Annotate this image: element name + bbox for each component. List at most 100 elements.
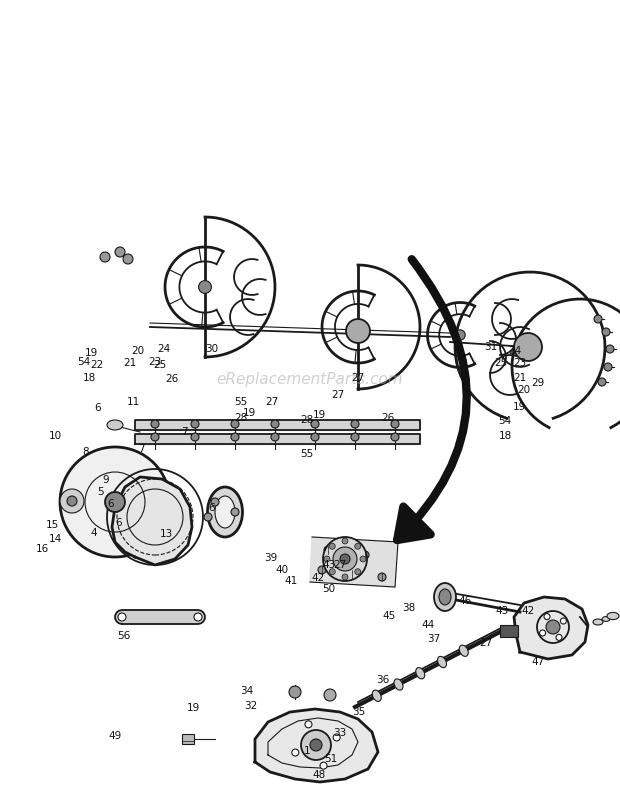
Circle shape — [455, 330, 465, 341]
Circle shape — [231, 420, 239, 428]
Circle shape — [352, 321, 364, 332]
Text: 25: 25 — [153, 360, 167, 370]
Text: 28: 28 — [234, 413, 247, 423]
Circle shape — [318, 566, 326, 574]
Circle shape — [333, 547, 357, 571]
Text: 41: 41 — [285, 576, 298, 586]
Ellipse shape — [215, 496, 235, 528]
Circle shape — [60, 489, 84, 513]
Circle shape — [198, 281, 211, 294]
Text: 14: 14 — [49, 534, 63, 544]
Circle shape — [329, 569, 335, 575]
Circle shape — [60, 447, 170, 557]
Circle shape — [320, 762, 327, 769]
Circle shape — [231, 508, 239, 516]
Circle shape — [292, 749, 299, 756]
Circle shape — [346, 319, 370, 343]
Text: 10: 10 — [49, 431, 63, 441]
Text: 24: 24 — [157, 345, 171, 354]
Text: 34: 34 — [240, 686, 254, 696]
Circle shape — [355, 543, 361, 550]
Text: 42: 42 — [521, 606, 535, 616]
Circle shape — [351, 420, 359, 428]
Circle shape — [598, 378, 606, 386]
Text: 47: 47 — [531, 657, 545, 667]
Text: 18: 18 — [498, 431, 512, 441]
Text: 33: 33 — [333, 728, 347, 738]
Circle shape — [204, 513, 212, 521]
Text: 31: 31 — [484, 342, 498, 352]
Circle shape — [271, 433, 279, 441]
Ellipse shape — [208, 487, 242, 537]
Text: 46: 46 — [458, 596, 472, 606]
Text: 27: 27 — [352, 373, 365, 383]
Text: 13: 13 — [159, 529, 173, 539]
Circle shape — [351, 433, 359, 441]
Text: 43: 43 — [322, 560, 335, 570]
Circle shape — [100, 252, 110, 262]
Text: 49: 49 — [108, 731, 122, 741]
Polygon shape — [514, 597, 588, 659]
Text: 37: 37 — [427, 634, 441, 644]
Text: 6: 6 — [209, 504, 215, 513]
Circle shape — [329, 543, 335, 550]
Text: 21: 21 — [513, 373, 526, 383]
Text: 18: 18 — [83, 373, 97, 383]
Circle shape — [271, 420, 279, 428]
Text: 15: 15 — [46, 520, 60, 529]
Circle shape — [231, 433, 239, 441]
Ellipse shape — [459, 645, 468, 656]
Text: 45: 45 — [383, 611, 396, 621]
Text: 23: 23 — [148, 357, 162, 366]
Text: 25: 25 — [494, 358, 508, 368]
Text: 56: 56 — [117, 631, 131, 641]
Circle shape — [324, 556, 330, 562]
Text: 1: 1 — [304, 746, 310, 755]
Polygon shape — [115, 610, 205, 624]
Circle shape — [539, 630, 546, 636]
Ellipse shape — [434, 583, 456, 611]
Circle shape — [311, 420, 319, 428]
Text: 23: 23 — [513, 358, 526, 368]
Circle shape — [606, 345, 614, 353]
Text: 54: 54 — [77, 357, 91, 366]
Ellipse shape — [607, 613, 619, 620]
Ellipse shape — [438, 656, 446, 667]
Text: 48: 48 — [312, 770, 326, 780]
Polygon shape — [310, 537, 398, 587]
Circle shape — [342, 538, 348, 544]
Text: 19: 19 — [187, 703, 200, 713]
Ellipse shape — [593, 619, 603, 625]
Text: eReplacementParts.com: eReplacementParts.com — [216, 372, 404, 387]
Circle shape — [151, 433, 159, 441]
Circle shape — [301, 730, 331, 760]
Circle shape — [602, 328, 610, 336]
Text: 40: 40 — [275, 565, 289, 575]
Text: 7: 7 — [182, 427, 188, 437]
Circle shape — [115, 247, 125, 257]
Text: 27: 27 — [333, 560, 347, 570]
Ellipse shape — [416, 667, 425, 679]
Circle shape — [191, 420, 199, 428]
Circle shape — [378, 573, 386, 581]
Text: 32: 32 — [244, 701, 258, 711]
Circle shape — [556, 634, 562, 641]
Text: 51: 51 — [324, 754, 337, 763]
Text: 35: 35 — [352, 707, 365, 717]
Text: 36: 36 — [376, 675, 390, 685]
Text: 4: 4 — [91, 528, 97, 537]
Text: 55: 55 — [300, 449, 314, 458]
Circle shape — [361, 551, 369, 559]
Text: 24: 24 — [508, 346, 521, 356]
Circle shape — [355, 569, 361, 575]
Circle shape — [323, 537, 367, 581]
Text: 20: 20 — [517, 385, 531, 395]
Text: 6: 6 — [107, 500, 113, 509]
Text: 30: 30 — [205, 344, 219, 353]
Text: 5: 5 — [97, 487, 104, 497]
Text: 20: 20 — [131, 346, 144, 356]
Circle shape — [289, 686, 301, 698]
Polygon shape — [135, 420, 420, 430]
Text: 11: 11 — [126, 397, 140, 407]
Text: 43: 43 — [495, 606, 509, 616]
